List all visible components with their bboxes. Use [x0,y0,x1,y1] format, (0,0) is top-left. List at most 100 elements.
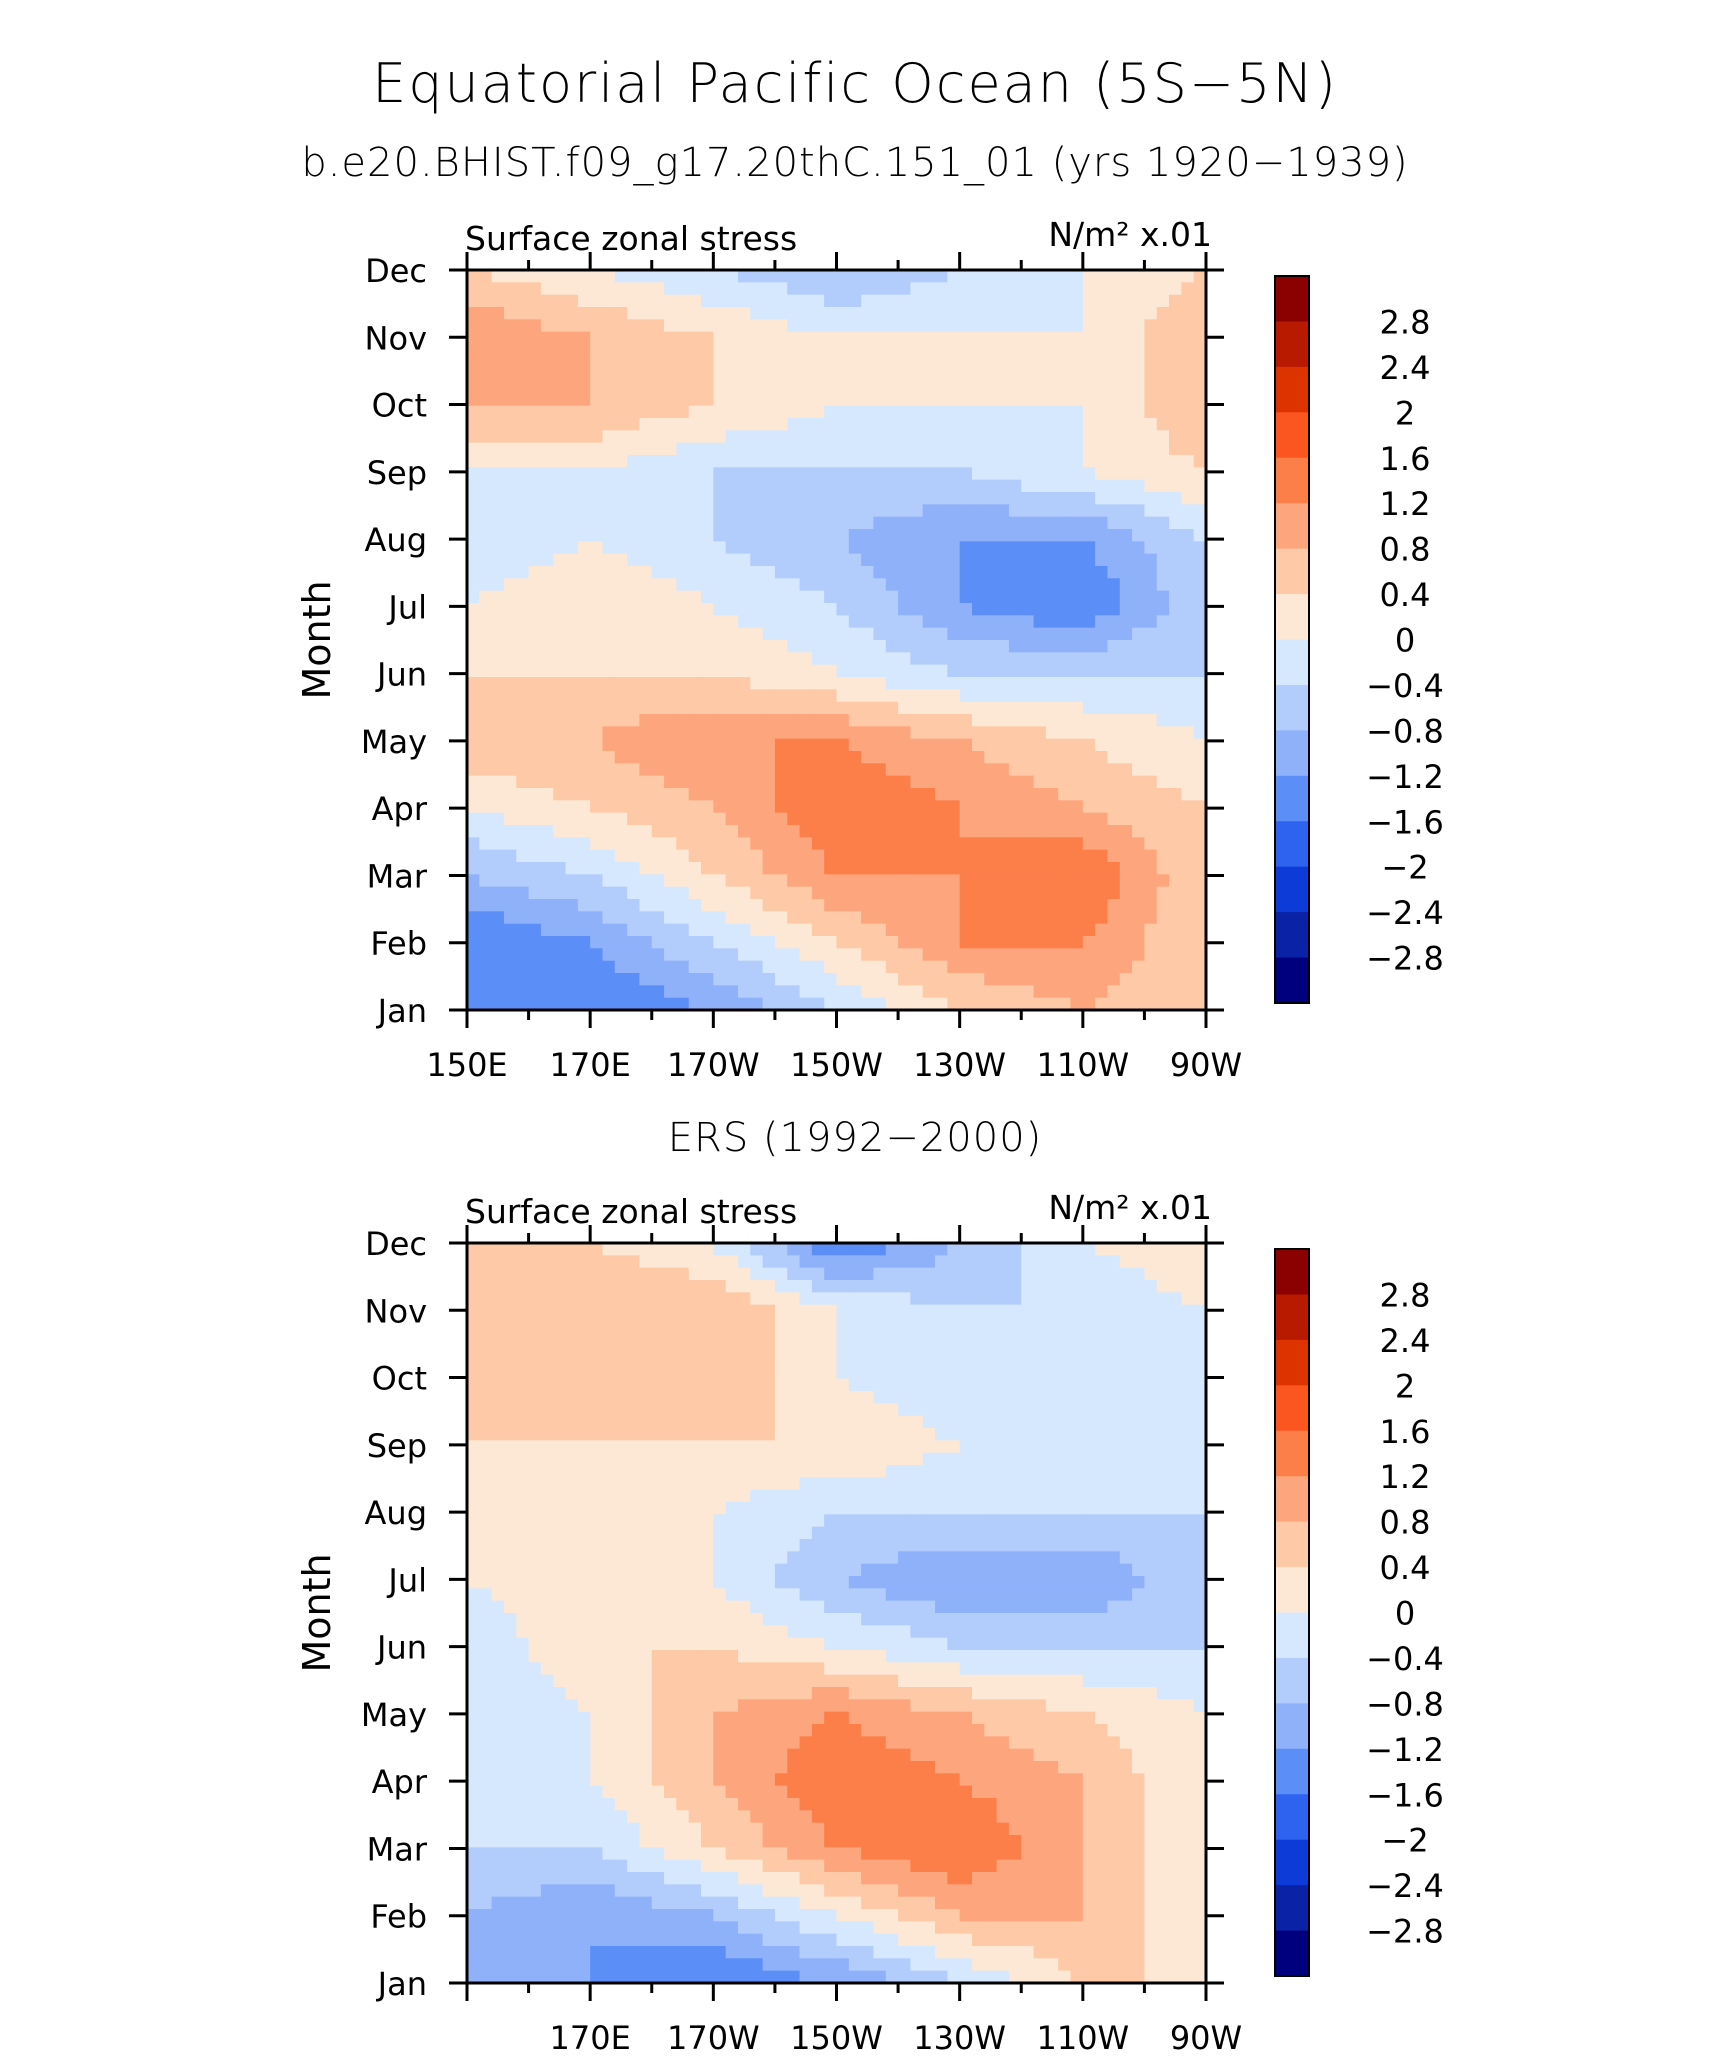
contour-cell [479,1304,493,1318]
contour-cell [811,356,825,370]
contour-cell [664,405,677,419]
contour-cell [1095,973,1109,986]
contour-cell [996,405,1010,419]
contour-cell [725,825,739,838]
contour-cell [762,714,776,727]
contour-cell [491,1465,505,1478]
contour-cell [873,319,887,333]
contour-cell [1058,960,1072,974]
contour-cell [1193,590,1207,604]
contour-cell [762,553,776,567]
contour-cell [996,1489,1010,1503]
contour-cell [971,1317,985,1330]
contour-cell [750,1341,764,1355]
contour-cell [1107,997,1121,1011]
contour-cell [590,270,604,283]
contour-cell [553,1267,567,1281]
contour-cell [1193,1489,1207,1503]
contour-cell [503,541,517,555]
contour-cell [467,331,480,345]
contour-cell [898,1304,911,1318]
contour-cell [528,344,542,357]
contour-cell [479,504,493,518]
contour-cell [627,812,641,826]
contour-cell [774,948,788,962]
contour-cell [577,479,591,493]
contour-cell [799,775,813,789]
contour-cell [947,677,961,690]
contour-cell [984,997,998,1011]
contour-cell [1119,541,1133,555]
contour-cell [590,1489,604,1503]
contour-cell [701,677,714,690]
contour-cell [651,1243,665,1256]
contour-cell [614,763,628,777]
contour-cell [1132,1267,1146,1281]
contour-cell [1058,640,1072,653]
contour-cell [910,775,924,789]
contour-cell [885,1354,899,1367]
contour-cell [737,751,751,764]
contour-cell [516,282,530,296]
contour-cell [1119,738,1133,752]
contour-cell [528,578,542,592]
contour-cell [898,825,911,838]
contour-cell [1033,1255,1047,1269]
contour-cell [639,1502,653,1515]
contour-cell [1107,1489,1121,1503]
contour-cell [651,800,665,814]
contour-cell [971,1255,985,1269]
contour-cell [602,627,616,641]
contour-cell [528,405,542,419]
contour-cell [1008,553,1022,567]
contour-cell [1095,1255,1109,1269]
contour-cell [762,1403,776,1417]
contour-cell [947,1391,961,1404]
contour-cell [651,331,665,345]
contour-cell [947,1317,961,1330]
contour-cell [1144,997,1158,1011]
contour-cell [873,1403,887,1417]
contour-cell [553,1415,567,1429]
contour-cell [947,1477,961,1491]
contour-cell [922,751,936,764]
contour-cell [1107,1317,1121,1330]
contour-cell [1021,590,1035,604]
contour-cell [1033,1378,1047,1392]
contour-cell [824,541,838,555]
contour-cell [479,849,493,863]
contour-cell [664,479,677,493]
contour-cell [873,1378,887,1392]
contour-cell [651,1378,665,1392]
contour-cell [787,1366,801,1380]
contour-cell [479,553,493,567]
contour-cell [590,1378,604,1392]
contour-cell [947,566,961,579]
contour-cell [639,1292,653,1306]
contour-cell [627,973,641,986]
contour-cell [701,1452,714,1466]
contour-cell [1095,1267,1109,1281]
contour-cell [935,418,948,431]
contour-cell [774,430,788,444]
contour-cell [910,603,924,616]
contour-cell [824,677,838,690]
contour-cell [639,825,653,838]
contour-cell [737,1317,751,1330]
contour-cell [1156,960,1170,974]
contour-cell [1181,1341,1195,1355]
contour-cell [885,886,899,900]
contour-cell [602,664,616,678]
contour-cell [639,381,653,394]
contour-cell [676,1465,690,1478]
contour-cell [590,578,604,592]
contour-cell [1132,960,1146,974]
contour-cell [996,615,1010,629]
contour-cell [885,356,899,370]
contour-cell [971,541,985,555]
contour-cell [528,899,542,912]
contour-cell [479,985,493,999]
contour-cell [713,1465,727,1478]
contour-cell [602,1267,616,1281]
contour-cell [971,874,985,888]
